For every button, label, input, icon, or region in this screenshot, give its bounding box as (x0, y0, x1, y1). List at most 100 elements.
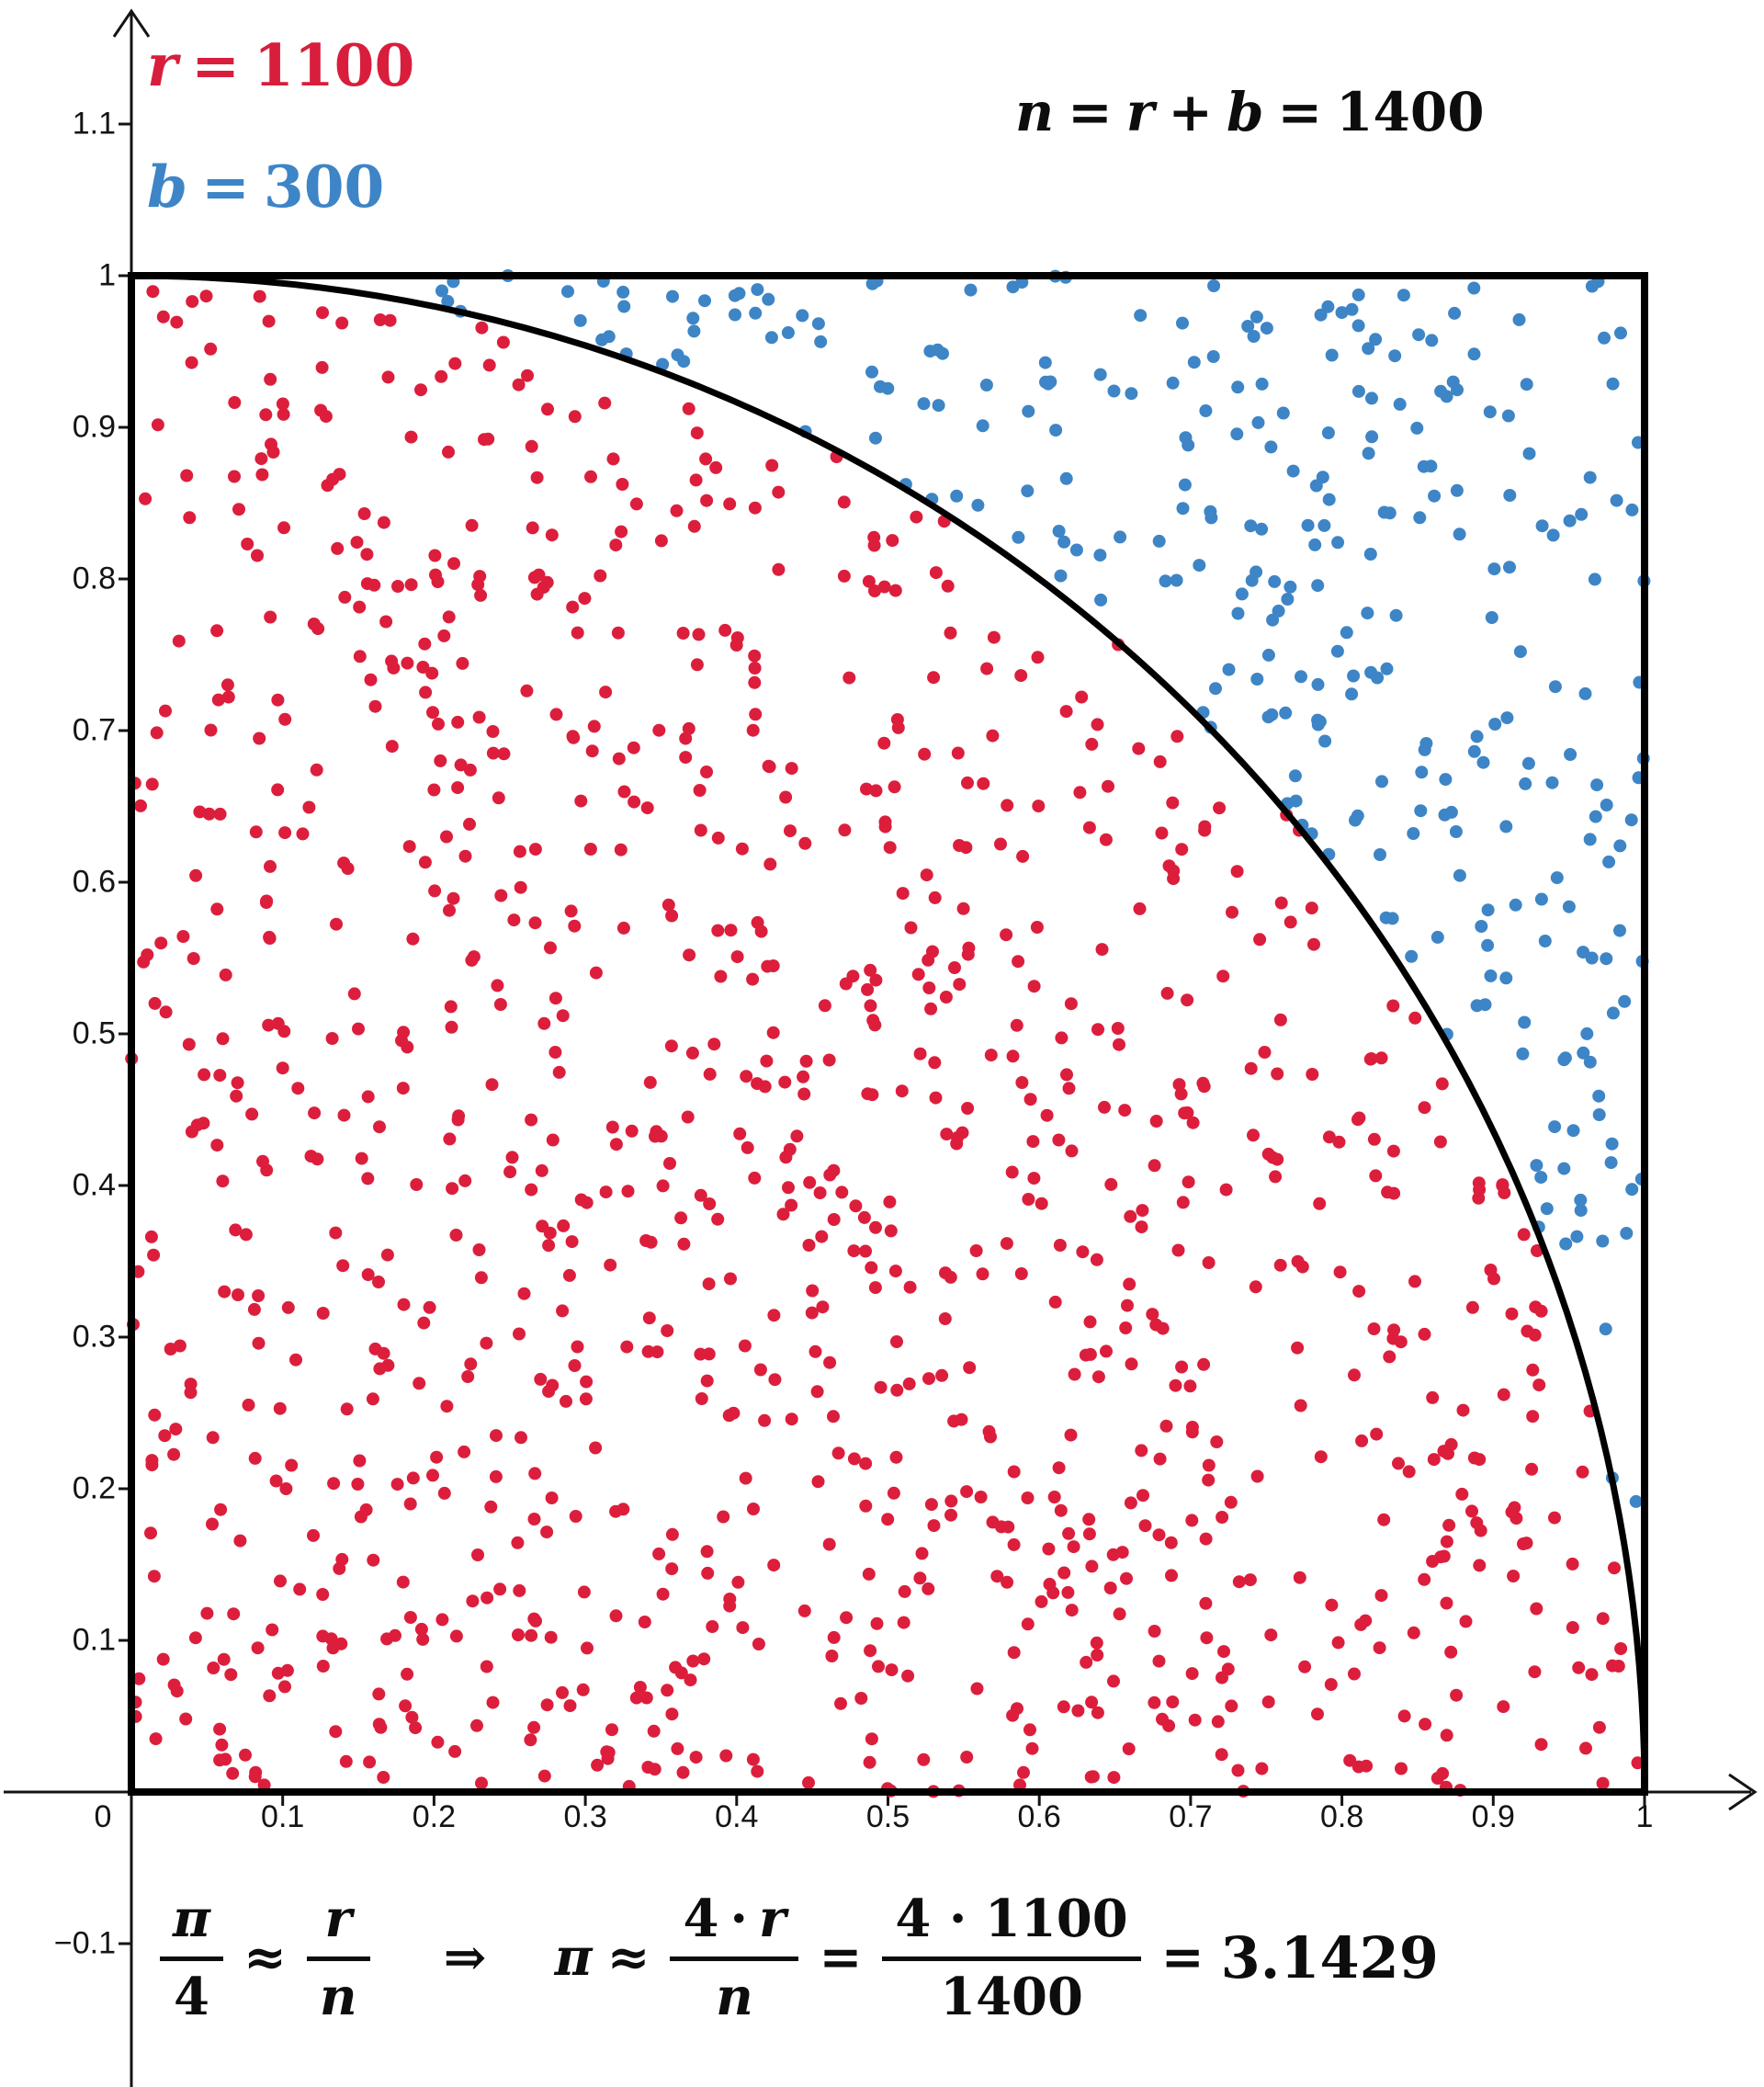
red-point (364, 673, 378, 686)
blue-point (1592, 1089, 1606, 1103)
blue-point (950, 489, 964, 503)
red-point (629, 497, 643, 511)
red-point (1091, 718, 1104, 732)
legend-r-var: r (147, 31, 178, 99)
blue-point (814, 335, 828, 348)
red-point (583, 843, 597, 856)
red-point (1243, 1573, 1257, 1587)
red-point (372, 1276, 385, 1288)
red-point (760, 1054, 774, 1068)
blue-point (1231, 380, 1245, 394)
red-point (316, 1629, 330, 1643)
red-point (1440, 1729, 1453, 1742)
red-point (896, 887, 910, 901)
blue-point (1518, 1015, 1532, 1029)
red-point (1249, 1280, 1262, 1294)
blue-point (1279, 706, 1293, 720)
red-point (758, 1413, 772, 1427)
red-point (1124, 1209, 1137, 1223)
red-point (683, 948, 696, 962)
red-point (404, 578, 418, 592)
red-point (1160, 986, 1174, 1000)
red-point (336, 1259, 350, 1273)
blue-point (1481, 903, 1495, 917)
red-point (310, 763, 323, 777)
blue-point (1389, 608, 1403, 622)
red-point (959, 841, 973, 855)
blue-point (1592, 1108, 1606, 1121)
red-point (517, 1287, 531, 1300)
red-point (1082, 1527, 1096, 1541)
legend-b-value: 300 (263, 153, 385, 221)
red-point (1007, 1646, 1021, 1660)
red-point (1188, 1713, 1202, 1727)
red-point (269, 1474, 283, 1488)
red-point (860, 782, 873, 796)
red-point (665, 909, 679, 923)
red-point (253, 289, 266, 303)
red-point (1023, 1723, 1036, 1737)
red-point (278, 712, 292, 726)
red-point (638, 1616, 651, 1628)
red-point (935, 1368, 949, 1382)
red-point (1138, 1519, 1152, 1533)
x-tick-label: 0.3 (563, 1799, 607, 1834)
y-tick-label: 1 (98, 257, 116, 293)
red-point (204, 342, 218, 356)
red-point (204, 723, 218, 737)
x-tick-label: 0.7 (1169, 1799, 1213, 1834)
red-point (406, 932, 420, 946)
red-point (463, 763, 477, 777)
blue-point (1187, 356, 1201, 369)
red-point (1046, 1586, 1060, 1600)
red-point (454, 758, 468, 772)
red-point (537, 1769, 551, 1783)
red-point (377, 1346, 390, 1360)
red-point (446, 1182, 459, 1196)
red-point (548, 992, 562, 1005)
red-point (1047, 1491, 1061, 1503)
red-point (911, 968, 925, 981)
blue-point (617, 300, 631, 313)
blue-point (1566, 1124, 1580, 1138)
blue-point (1125, 387, 1138, 401)
blue-point (764, 331, 778, 345)
blue-point (1251, 415, 1265, 429)
red-point (249, 825, 263, 839)
red-point (1013, 1778, 1026, 1792)
red-point (1122, 1742, 1136, 1755)
blue-point (1318, 734, 1332, 748)
red-point (486, 746, 500, 760)
legend-b-eq: = (201, 153, 250, 221)
red-point (706, 1620, 719, 1633)
blue-point (1559, 1237, 1573, 1251)
red-point (560, 1394, 572, 1408)
red-point (218, 1285, 232, 1299)
blue-point (1430, 930, 1444, 944)
blue-point (1414, 804, 1428, 818)
blue-point (1369, 333, 1383, 346)
red-point (183, 511, 197, 525)
red-point (207, 1662, 220, 1674)
blue-point (1012, 530, 1025, 544)
red-point (1526, 1363, 1540, 1377)
red-point (447, 557, 460, 571)
red-point (847, 1452, 861, 1466)
red-point (878, 820, 892, 834)
red-point (210, 902, 224, 916)
blue-point (1309, 479, 1323, 493)
red-point (1548, 1511, 1561, 1525)
blue-point (1521, 756, 1535, 770)
red-point (167, 1447, 181, 1461)
red-point (1374, 1589, 1388, 1603)
equals-symbol: = (819, 1927, 863, 1988)
red-point (747, 1503, 760, 1515)
red-point (723, 1599, 737, 1613)
red-point (692, 628, 706, 641)
red-point (239, 1748, 252, 1762)
red-point (913, 1571, 927, 1585)
red-point (839, 977, 853, 991)
red-point (325, 1032, 339, 1045)
red-point (1021, 1492, 1035, 1504)
red-point (956, 902, 970, 915)
